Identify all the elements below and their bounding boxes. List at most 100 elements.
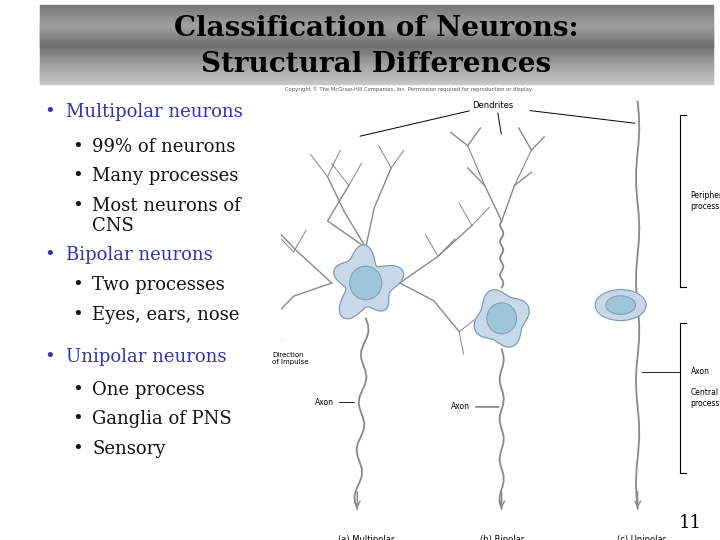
Polygon shape	[474, 290, 529, 347]
Bar	[40, 62, 713, 63]
Text: Axon: Axon	[690, 367, 710, 376]
Text: •: •	[72, 381, 83, 399]
Bar	[40, 14, 713, 15]
Text: Axon: Axon	[451, 402, 499, 411]
Bar	[40, 18, 713, 19]
Bar	[40, 46, 713, 48]
Ellipse shape	[606, 296, 636, 314]
Text: •: •	[72, 306, 83, 324]
Bar	[40, 66, 713, 68]
Bar	[40, 41, 713, 43]
Bar	[40, 47, 713, 49]
Bar	[40, 65, 713, 67]
Bar	[40, 31, 713, 33]
Bar	[40, 59, 713, 60]
Bar	[40, 70, 713, 72]
Bar	[40, 71, 713, 73]
Bar	[40, 39, 713, 40]
Bar	[40, 9, 713, 10]
Text: Classification of Neurons:: Classification of Neurons:	[174, 15, 578, 42]
Bar	[40, 75, 713, 76]
Bar	[40, 70, 713, 71]
Bar	[40, 23, 713, 25]
Text: Copyright © The McGraw-Hill Companies, Inc. Permission required for reproduction: Copyright © The McGraw-Hill Companies, I…	[285, 86, 533, 92]
Bar	[40, 78, 713, 80]
Bar	[40, 36, 713, 38]
Bar	[40, 35, 713, 37]
Bar	[40, 25, 713, 27]
Text: (b) Bipolar: (b) Bipolar	[480, 535, 524, 540]
Bar	[40, 7, 713, 8]
Text: (c) Unipolar: (c) Unipolar	[617, 535, 667, 540]
Bar	[40, 40, 713, 42]
Bar	[40, 6, 713, 8]
Bar	[40, 50, 713, 51]
Bar	[40, 56, 713, 57]
Bar	[40, 68, 713, 69]
Bar	[40, 58, 713, 59]
Bar	[40, 12, 713, 13]
Text: Sensory: Sensory	[92, 440, 166, 458]
Bar	[40, 30, 713, 32]
Bar	[40, 55, 713, 56]
Bar	[40, 44, 713, 45]
Text: •: •	[72, 167, 83, 185]
Bar	[40, 48, 713, 50]
Bar	[40, 45, 713, 46]
Bar	[40, 24, 713, 26]
Text: •: •	[72, 440, 83, 458]
Text: Ganglia of PNS: Ganglia of PNS	[92, 410, 232, 428]
Bar	[40, 79, 713, 81]
Bar	[40, 64, 713, 65]
Bar	[40, 42, 713, 44]
Bar	[40, 26, 713, 28]
Text: •: •	[45, 246, 55, 264]
Text: Central
process: Central process	[690, 388, 720, 408]
Bar	[40, 8, 713, 9]
Bar	[40, 33, 713, 35]
Bar	[40, 76, 713, 77]
Bar	[40, 22, 713, 23]
Text: 11: 11	[679, 514, 702, 532]
Bar	[40, 17, 713, 18]
Bar	[40, 52, 713, 53]
Bar	[40, 15, 713, 16]
Ellipse shape	[595, 289, 646, 321]
Text: Most neurons of
CNS: Most neurons of CNS	[92, 197, 241, 235]
Text: Structural Differences: Structural Differences	[201, 51, 552, 78]
Bar	[40, 77, 713, 79]
Bar	[40, 32, 713, 34]
Bar	[40, 5, 713, 6]
Bar	[40, 13, 713, 14]
Bar	[40, 51, 713, 52]
Bar	[40, 37, 713, 39]
Circle shape	[487, 303, 516, 334]
Bar	[40, 53, 713, 55]
Bar	[40, 60, 713, 61]
Bar	[40, 11, 713, 12]
Bar	[40, 16, 713, 17]
Text: Peripheral
process: Peripheral process	[690, 191, 720, 211]
Bar	[40, 65, 713, 66]
Text: One process: One process	[92, 381, 205, 399]
Text: Two processes: Two processes	[92, 276, 225, 294]
Text: Direction
of Impulse: Direction of Impulse	[272, 352, 309, 365]
Bar	[40, 57, 713, 58]
Text: Bipolar neurons: Bipolar neurons	[66, 246, 213, 264]
Bar	[40, 34, 713, 36]
Bar	[40, 38, 713, 39]
Bar	[40, 54, 713, 55]
Bar	[40, 43, 713, 45]
Text: •: •	[72, 197, 83, 215]
Bar	[40, 21, 713, 22]
Text: 99% of neurons: 99% of neurons	[92, 138, 235, 156]
Text: Unipolar neurons: Unipolar neurons	[66, 348, 227, 366]
Bar	[40, 18, 713, 20]
Text: Dendrites: Dendrites	[472, 102, 514, 110]
Bar	[40, 80, 713, 82]
Bar	[40, 29, 713, 31]
Text: •: •	[72, 138, 83, 156]
Bar	[40, 49, 713, 50]
Text: •: •	[45, 103, 55, 120]
Bar	[40, 72, 713, 74]
